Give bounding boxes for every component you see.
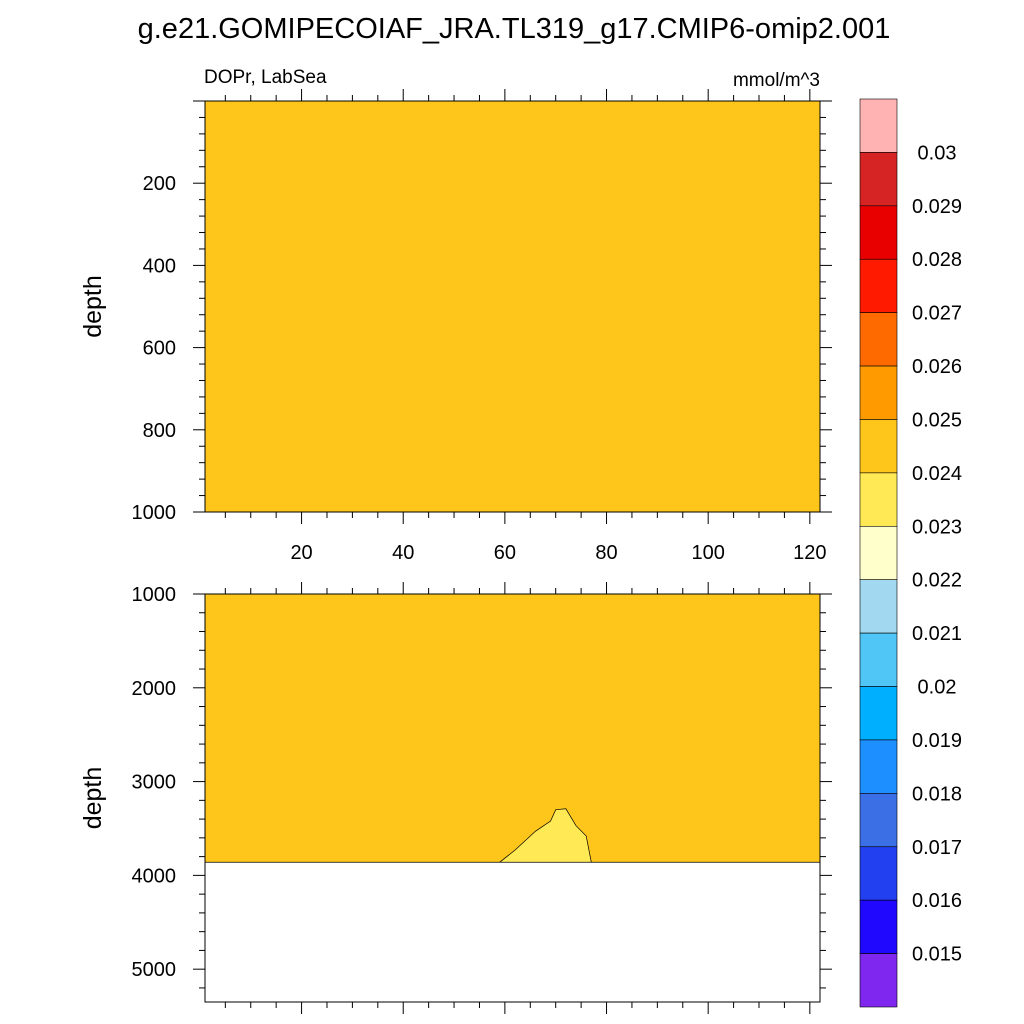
colorbar-box [859,953,898,1008]
y-tick-label: 3000 [132,772,177,794]
colorbar-box [859,846,898,901]
colorbar-box [859,152,898,207]
x-tick-label: 120 [793,542,826,564]
colorbar-box [859,579,898,634]
plot-frame [204,100,821,513]
y-tick-label: 2000 [132,678,177,700]
x-tick-label: 20 [290,542,312,564]
colorbar-box [859,793,898,848]
colorbar-label: 0.03 [918,142,957,164]
variable-label: DOPr, LabSea [204,67,327,88]
contour-fill [205,101,820,512]
colorbar-box [859,739,898,794]
panel-1: 200 400 600 800 1000 depth 20 40 60 80 100 120 [79,89,832,564]
x-tick-label: 40 [392,542,414,564]
colorbar-label: 0.019 [912,730,962,752]
y-tick-label: 4000 [132,865,177,887]
colorbar-label: 0.018 [912,783,962,805]
y-axis-label: depth [79,767,107,830]
colorbar-box [859,472,898,527]
colorbar-box [859,419,898,474]
y-tick-label: 1000 [132,502,177,524]
colorbar-box [859,632,898,687]
y-tick-label: 600 [143,338,176,360]
colorbar-label: 0.028 [912,249,962,271]
panel-2: 1000 2000 3000 4000 5000 depth [79,582,832,1014]
colorbar-label: 0.025 [912,409,962,431]
plot-frame [204,593,821,1003]
colorbar-label: 0.022 [912,570,962,592]
colorbar-label: 0.024 [912,463,962,485]
y-tick-label: 1000 [132,584,177,606]
x-tick-label: 60 [494,542,516,564]
chart-title: g.e21.GOMIPECOIAF_JRA.TL319_g17.CMIP6-om… [138,13,891,45]
colorbar-label: 0.027 [912,303,962,325]
colorbar-label: 0.023 [912,516,962,538]
colorbar-label: 0.021 [912,623,962,645]
colorbar-label: 0.017 [912,837,962,859]
y-tick-label: 400 [143,255,176,277]
colorbar-box [859,525,898,581]
x-tick-label: 100 [691,542,724,564]
colorbar-label: 0.015 [912,944,962,966]
contour-region-0.023-0.024 [498,808,592,863]
y-tick-label: 200 [143,173,176,195]
colorbar-label: 0.02 [918,677,957,699]
y-tick-label: 5000 [132,959,177,981]
colorbar-box [859,258,898,313]
y-tick-label: 800 [143,420,176,442]
contour-fill [205,594,820,863]
colorbar-box [859,205,898,260]
x-tick-label: 80 [595,542,617,564]
colorbar-box [859,899,898,954]
units-label: mmol/m^3 [733,70,820,91]
colorbar: 0.03 0.029 0.028 0.027 0.026 0.025 0.024 0.023 0… [859,98,962,1008]
colorbar-box [859,98,898,153]
colorbar-box [859,686,898,741]
y-axis-label: depth [79,275,107,338]
colorbar-box [859,365,898,420]
colorbar-box [859,312,898,367]
colorbar-label: 0.026 [912,356,962,378]
colorbar-label: 0.029 [912,196,962,218]
colorbar-label: 0.016 [912,890,962,912]
